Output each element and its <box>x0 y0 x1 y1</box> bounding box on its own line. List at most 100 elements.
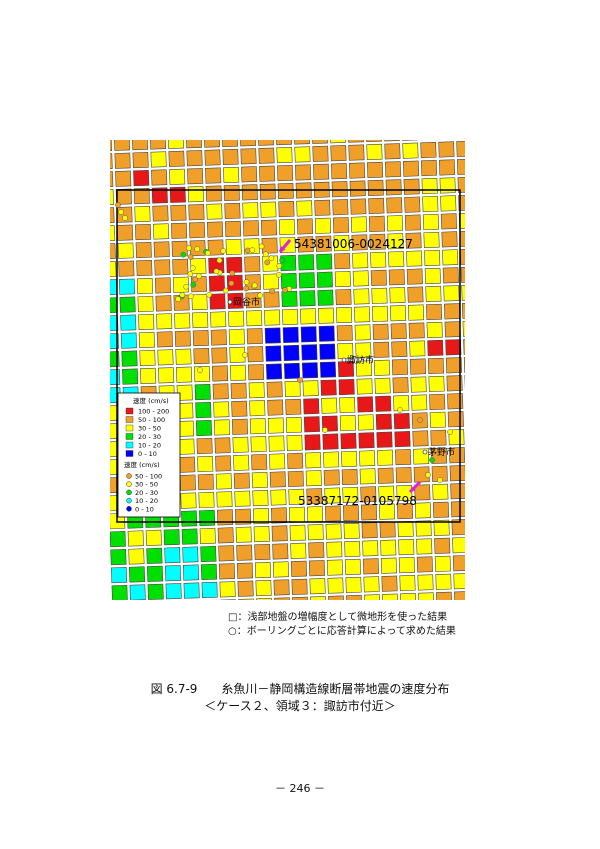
map-cell <box>334 253 351 270</box>
borehole-point <box>264 259 271 266</box>
map-cell <box>501 374 517 390</box>
map-cell <box>386 197 403 214</box>
borehole-point <box>417 417 423 423</box>
borehole-point <box>175 296 181 302</box>
map-cell <box>420 141 437 159</box>
map-cell <box>205 167 222 184</box>
map-cell <box>505 500 521 516</box>
map-cell <box>395 449 412 466</box>
map-cell <box>303 416 320 433</box>
map-cell <box>457 176 465 193</box>
legend-label: 0 - 10 <box>135 505 154 513</box>
map-cell <box>349 162 366 179</box>
map-cell <box>427 339 444 356</box>
map-cell <box>298 254 315 271</box>
map-cell <box>433 519 450 536</box>
map-cell <box>316 253 333 270</box>
map-cell <box>447 393 464 410</box>
map-cell <box>503 428 519 444</box>
map-cell <box>477 194 493 210</box>
map-cell <box>464 374 465 391</box>
map-cell <box>149 620 165 636</box>
map-cell <box>138 313 155 331</box>
map-cell <box>480 302 496 318</box>
map-cell <box>185 619 201 635</box>
map-cell <box>304 434 321 451</box>
borehole-point <box>243 279 250 285</box>
map-cell <box>113 603 129 619</box>
borehole-point <box>251 282 258 289</box>
map-cell <box>323 451 340 468</box>
map-cell <box>346 594 363 600</box>
map-cell <box>117 224 134 241</box>
map-cell <box>287 470 304 487</box>
map-cell <box>154 277 172 294</box>
map-cell <box>231 418 249 435</box>
map-cell <box>122 368 139 385</box>
borehole-point <box>437 477 443 483</box>
map-cell <box>427 357 445 374</box>
map-cell <box>286 434 303 451</box>
legend-label: 0 - 10 <box>138 450 157 458</box>
map-cell <box>370 251 387 268</box>
borehole-point <box>194 246 201 252</box>
map-cell <box>215 473 232 490</box>
map-cell <box>110 207 115 224</box>
map-cell <box>272 561 290 578</box>
map-cell <box>432 483 449 500</box>
map-cell <box>225 238 242 255</box>
map-cell <box>284 380 301 397</box>
map-cell <box>495 212 511 228</box>
map-cell <box>203 140 220 148</box>
map-cell <box>207 239 224 256</box>
map-cell <box>115 188 132 205</box>
borehole-point <box>186 245 192 251</box>
map-cell <box>373 341 390 358</box>
page-number: － 246 － <box>275 782 325 795</box>
map-cell <box>450 483 465 500</box>
map-cell <box>257 112 273 128</box>
map-cell <box>128 548 145 565</box>
map-cell <box>167 140 185 149</box>
borehole-point <box>447 429 453 435</box>
borehole-point <box>179 292 186 298</box>
map-cell <box>110 140 113 152</box>
map-cell <box>236 562 254 579</box>
map-cell <box>253 526 270 543</box>
map-cell <box>503 446 519 462</box>
map-cell <box>332 199 349 216</box>
map-cell <box>188 204 205 221</box>
map-cell <box>118 260 135 277</box>
map-cell <box>410 376 427 393</box>
map-cell <box>168 637 184 653</box>
map-cell <box>314 199 331 216</box>
map-cell <box>342 486 359 504</box>
map-cell <box>436 591 453 600</box>
borehole-point <box>276 271 282 278</box>
map-cell <box>360 486 377 503</box>
map-cell <box>332 217 350 234</box>
map-cell <box>371 287 388 304</box>
caption-subtitle: ＜ケース２、領域３：諏訪市付近＞ <box>204 699 396 713</box>
map-cell <box>446 375 463 392</box>
map-cell <box>90 460 106 476</box>
borehole-point <box>242 352 248 358</box>
map-cell <box>198 491 215 509</box>
map-cell <box>289 524 306 541</box>
map-cell <box>222 113 238 129</box>
map-cell <box>483 392 499 408</box>
map-cell <box>242 220 260 237</box>
borehole-point <box>282 287 288 293</box>
map-cell <box>357 396 374 413</box>
map-cell <box>217 509 234 526</box>
note: ○：ボーリングごとに応答計算によって求めた結果 <box>228 626 456 637</box>
map-cell <box>156 331 173 348</box>
borehole-point <box>189 265 196 272</box>
legend-symbol <box>126 497 132 504</box>
map-cell <box>440 213 457 230</box>
map-cell <box>258 147 275 164</box>
map-cell <box>147 583 164 600</box>
map-cell <box>377 449 394 466</box>
map-cell <box>238 598 255 600</box>
caption-title: 図 6.7-9 糸魚川－静岡構造線断層帯地震の速度分布 <box>150 682 450 696</box>
